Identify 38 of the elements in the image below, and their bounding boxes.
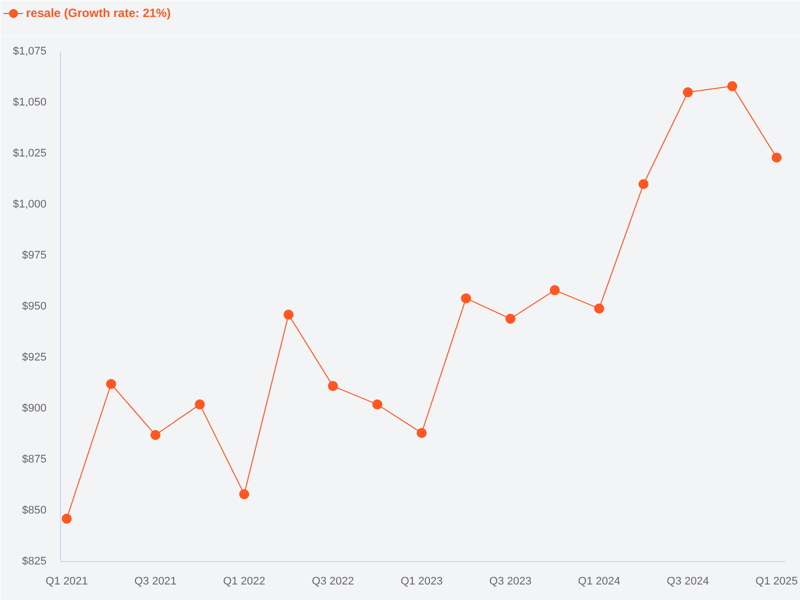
point bbox=[239, 489, 250, 500]
y-tick-label: $850 bbox=[22, 504, 47, 516]
point bbox=[194, 399, 205, 410]
point bbox=[150, 430, 160, 440]
x-tick-label: Q3 2023 bbox=[489, 576, 532, 588]
point bbox=[682, 87, 693, 98]
point bbox=[416, 428, 427, 438]
x-tick-label: Q1 2022 bbox=[223, 576, 266, 588]
y-tick-label: $1,050 bbox=[12, 96, 47, 108]
point bbox=[461, 293, 472, 304]
point bbox=[328, 381, 338, 392]
y-tick-label: $900 bbox=[22, 402, 47, 414]
x-tick-label: Q1 2024 bbox=[578, 576, 620, 588]
x-tick-label: Q3 2022 bbox=[312, 576, 354, 588]
point bbox=[772, 152, 782, 163]
point bbox=[62, 514, 72, 524]
y-tick-label: $825 bbox=[22, 556, 47, 568]
y-tick-label: $1,075 bbox=[12, 46, 47, 58]
point bbox=[550, 285, 560, 296]
x-tick-label: Q1 2025 bbox=[756, 576, 798, 588]
x-tick-label: Q3 2024 bbox=[666, 576, 709, 588]
point bbox=[106, 379, 116, 390]
point bbox=[594, 304, 604, 314]
y-tick-label: $1,025 bbox=[12, 148, 47, 160]
y-tick-label: $1,000 bbox=[12, 198, 47, 210]
point bbox=[372, 399, 382, 410]
y-tick-label: $925 bbox=[22, 352, 47, 364]
y-tick-label: $875 bbox=[22, 454, 47, 466]
x-tick-label: Q3 2021 bbox=[134, 576, 177, 588]
y-tick-label: $975 bbox=[22, 250, 47, 262]
point bbox=[284, 310, 294, 320]
y-tick-label: $950 bbox=[22, 300, 47, 312]
legend-label: resale (Growth rate: 21%) bbox=[26, 6, 171, 20]
point bbox=[505, 314, 516, 324]
point bbox=[727, 81, 738, 92]
x-tick-label: Q1 2023 bbox=[400, 576, 443, 588]
x-tick-label: Q1 2021 bbox=[46, 576, 88, 588]
point bbox=[638, 179, 649, 190]
